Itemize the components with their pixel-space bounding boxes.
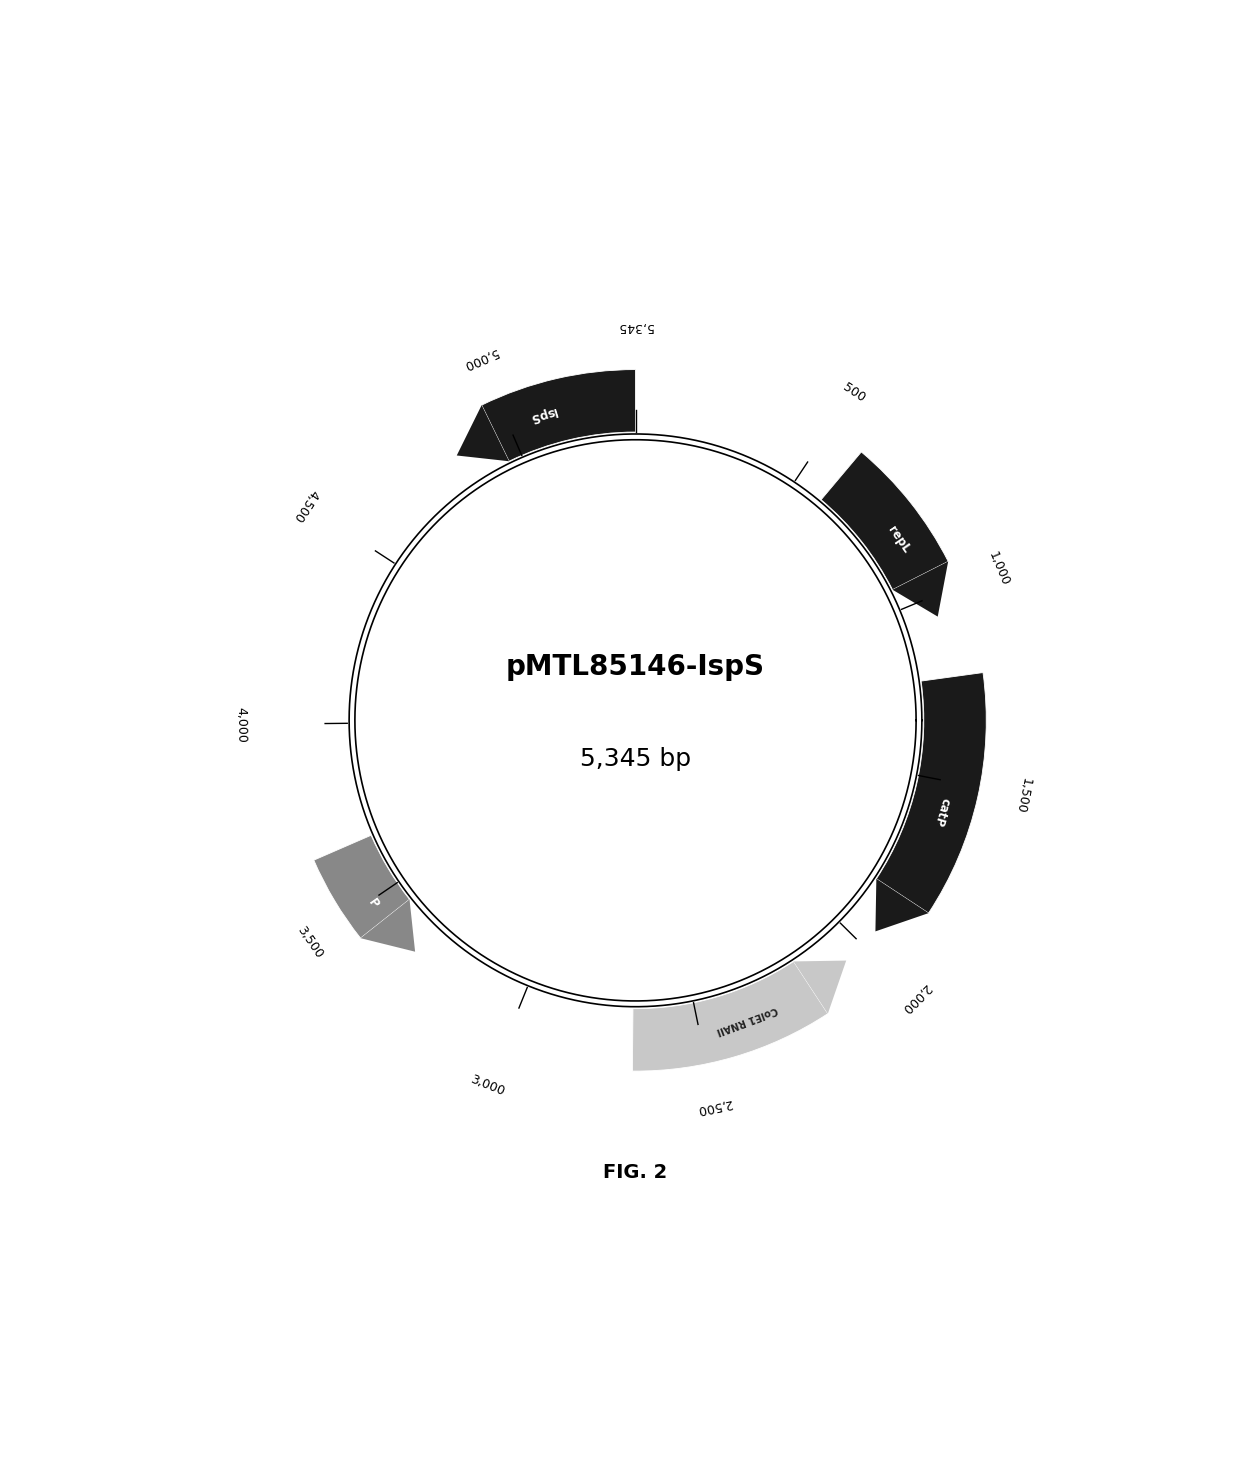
Text: 3,500: 3,500	[294, 924, 325, 961]
Text: FIG. 2: FIG. 2	[604, 1163, 667, 1182]
Text: catP: catP	[931, 796, 952, 828]
Wedge shape	[632, 961, 828, 1072]
Text: pMTL85146-IspS: pMTL85146-IspS	[506, 653, 765, 681]
Text: 500: 500	[841, 380, 868, 404]
Text: 1,000: 1,000	[986, 550, 1012, 588]
Text: 2,000: 2,000	[898, 980, 932, 1014]
Text: ColE1 RNAII: ColE1 RNAII	[715, 1004, 779, 1036]
Wedge shape	[821, 453, 949, 590]
Wedge shape	[481, 370, 635, 461]
Wedge shape	[314, 836, 409, 937]
Text: 3,000: 3,000	[469, 1073, 507, 1098]
Text: 5,345: 5,345	[618, 320, 653, 333]
Wedge shape	[877, 672, 986, 912]
Polygon shape	[875, 879, 929, 932]
Text: 5,345 bp: 5,345 bp	[580, 747, 691, 771]
Text: 2,500: 2,500	[696, 1097, 734, 1116]
Text: 5,000: 5,000	[461, 345, 500, 371]
Polygon shape	[361, 899, 415, 952]
Text: repL: repL	[885, 523, 913, 556]
Text: 4,500: 4,500	[290, 486, 321, 523]
Text: P: P	[366, 896, 382, 911]
Polygon shape	[794, 961, 846, 1014]
Polygon shape	[893, 562, 949, 616]
Text: 4,000: 4,000	[234, 706, 248, 743]
Text: 1,500: 1,500	[1012, 777, 1032, 815]
Polygon shape	[456, 405, 510, 461]
Text: IspS: IspS	[527, 404, 558, 425]
